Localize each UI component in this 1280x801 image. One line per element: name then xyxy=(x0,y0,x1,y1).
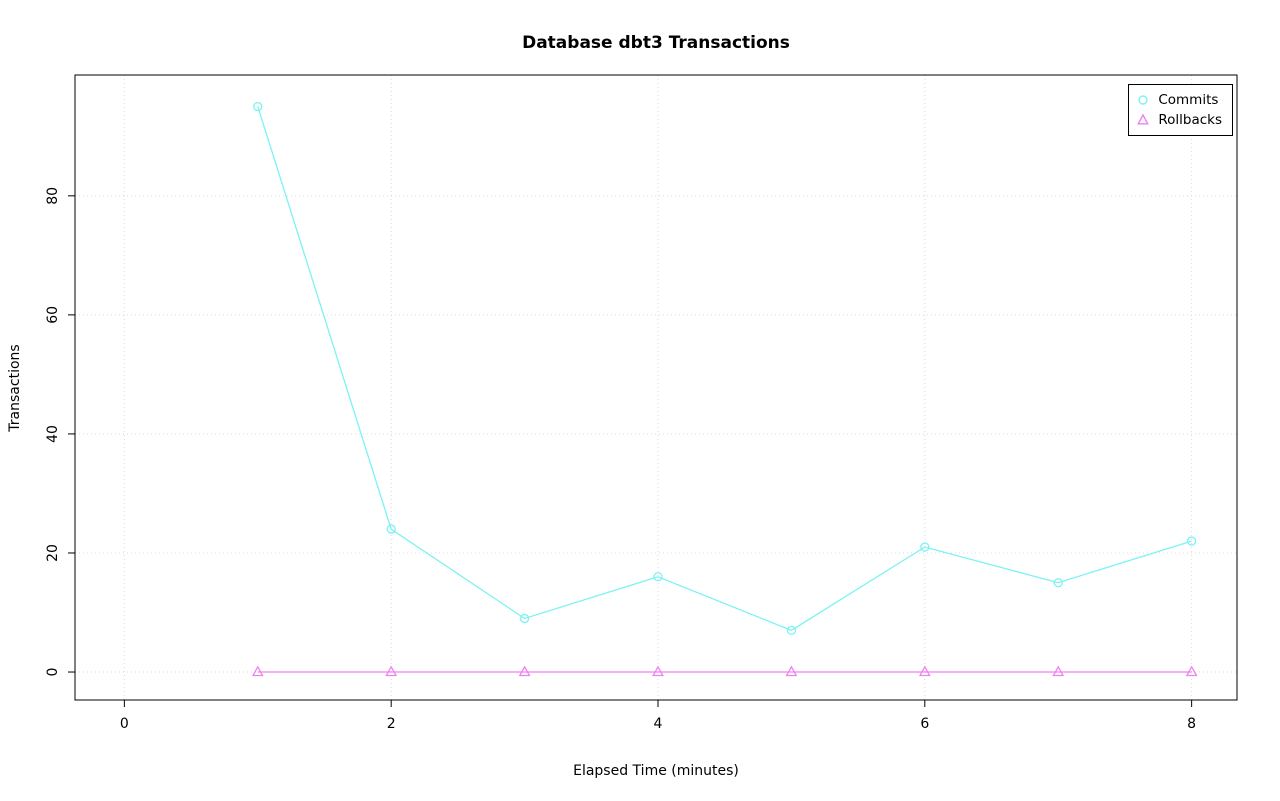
legend-label-rollbacks: Rollbacks xyxy=(1158,112,1222,128)
svg-text:6: 6 xyxy=(920,716,929,732)
svg-text:60: 60 xyxy=(45,306,61,324)
chart-title: Database dbt3 Transactions xyxy=(522,33,790,53)
svg-text:2: 2 xyxy=(387,716,396,732)
legend-item-commits: Commits xyxy=(1136,90,1222,110)
svg-text:4: 4 xyxy=(654,716,663,732)
svg-text:8: 8 xyxy=(1187,716,1196,732)
svg-text:0: 0 xyxy=(120,716,129,732)
legend-label-commits: Commits xyxy=(1158,92,1219,108)
svg-text:0: 0 xyxy=(45,668,61,677)
svg-text:20: 20 xyxy=(45,544,61,562)
legend-item-rollbacks: Rollbacks xyxy=(1136,110,1222,130)
y-axis-label: Transactions xyxy=(7,344,23,432)
commits-circle-icon xyxy=(1136,93,1152,107)
legend: Commits Rollbacks xyxy=(1128,84,1233,136)
svg-text:40: 40 xyxy=(45,425,61,443)
rollbacks-triangle-icon xyxy=(1136,113,1152,127)
x-axis-label: Elapsed Time (minutes) xyxy=(573,763,739,779)
svg-text:80: 80 xyxy=(45,187,61,205)
